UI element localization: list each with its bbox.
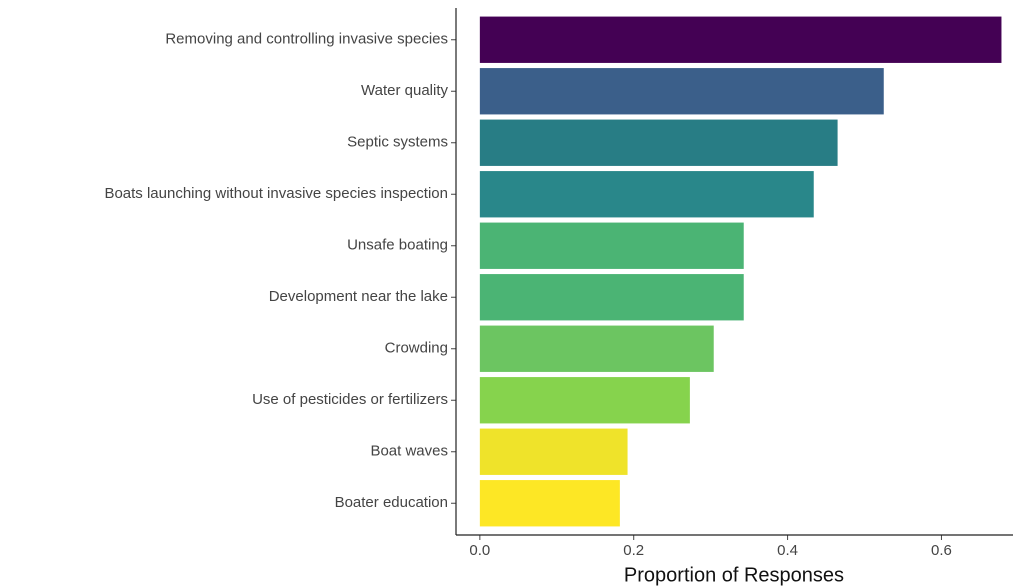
bar (479, 68, 884, 115)
y-tick-label: Development near the lake (269, 288, 448, 305)
x-axis-title: Proportion of Responses (624, 564, 844, 586)
y-tick-label: Unsafe boating (347, 237, 448, 254)
bar (479, 171, 814, 218)
bar (479, 377, 690, 424)
y-tick-label: Septic systems (347, 134, 448, 151)
x-tick-label: 0.6 (931, 542, 952, 559)
bar (479, 428, 628, 475)
x-tick-label: 0.4 (777, 542, 798, 559)
bar (479, 119, 838, 166)
y-tick-label: Boater education (335, 494, 448, 511)
x-tick-label: 0.2 (623, 542, 644, 559)
bar (479, 274, 744, 321)
y-tick-label: Boats launching without invasive species… (104, 185, 448, 202)
y-tick-label: Water quality (361, 82, 448, 99)
y-tick-label: Use of pesticides or fertilizers (252, 391, 448, 408)
x-tick-label: 0.0 (469, 542, 490, 559)
y-tick-label: Boat waves (370, 443, 448, 460)
y-tick-label: Removing and controlling invasive specie… (165, 31, 448, 48)
bar (479, 16, 1002, 63)
y-tick-label: Crowding (385, 340, 448, 357)
bar (479, 222, 744, 269)
bar (479, 325, 714, 372)
bar (479, 480, 620, 527)
